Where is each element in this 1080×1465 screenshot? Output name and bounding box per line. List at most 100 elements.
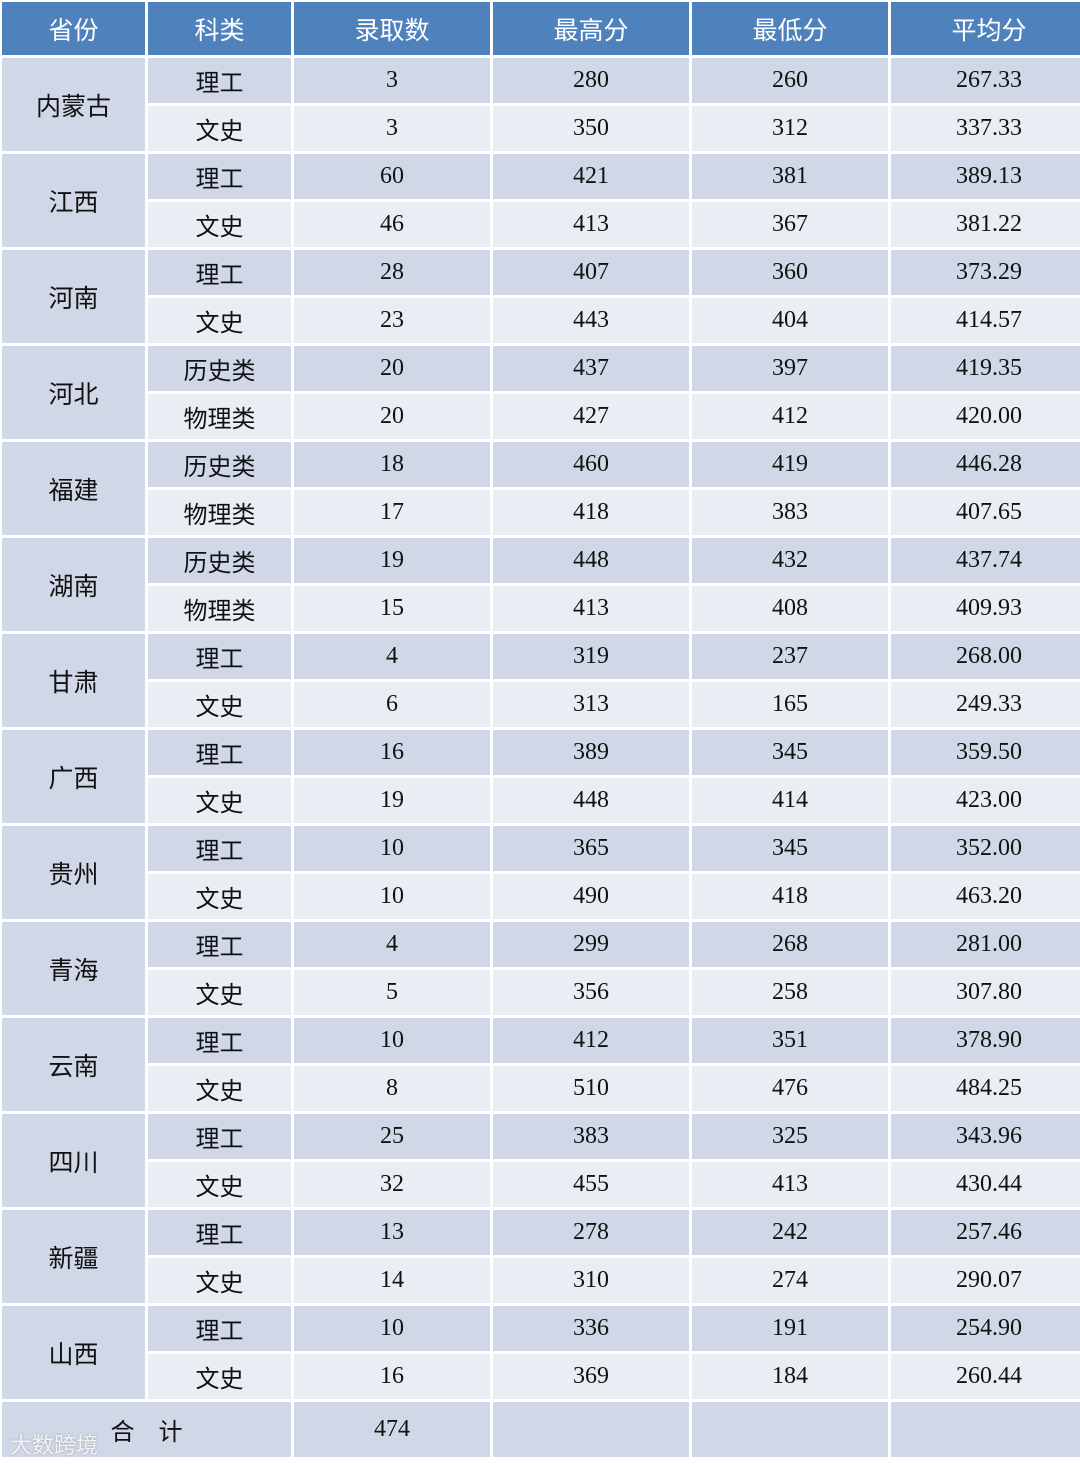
table-row: 文史 46 413 367 381.22	[2, 202, 1080, 247]
min-score-cell: 381	[692, 154, 888, 199]
admitted-cell: 15	[294, 586, 490, 631]
min-score-cell: 268	[692, 922, 888, 967]
category-cell: 文史	[148, 202, 291, 247]
min-score-cell: 351	[692, 1018, 888, 1063]
max-score-cell: 389	[493, 730, 689, 775]
watermark-logo: 大数跨境	[10, 1434, 99, 1459]
admitted-cell: 14	[294, 1258, 490, 1303]
table-row: 物理类 15 413 408 409.93	[2, 586, 1080, 631]
avg-score-cell: 337.33	[891, 106, 1080, 151]
province-cell: 江西	[2, 154, 145, 247]
admitted-cell: 19	[294, 538, 490, 583]
avg-score-cell: 352.00	[891, 826, 1080, 871]
min-score-cell: 418	[692, 874, 888, 919]
table-row: 文史 19 448 414 423.00	[2, 778, 1080, 823]
admitted-cell: 32	[294, 1162, 490, 1207]
max-score-cell: 313	[493, 682, 689, 727]
avg-score-cell: 254.90	[891, 1306, 1080, 1351]
admitted-cell: 20	[294, 394, 490, 439]
category-cell: 历史类	[148, 346, 291, 391]
avg-score-cell: 359.50	[891, 730, 1080, 775]
max-score-cell: 443	[493, 298, 689, 343]
max-score-cell: 356	[493, 970, 689, 1015]
avg-score-cell: 430.44	[891, 1162, 1080, 1207]
max-score-cell: 490	[493, 874, 689, 919]
table-row: 贵州 理工 10 365 345 352.00	[2, 826, 1080, 919]
province-cell: 甘肃	[2, 634, 145, 727]
min-score-cell: 345	[692, 826, 888, 871]
category-cell: 文史	[148, 1258, 291, 1303]
table-row: 青海 理工 4 299 268 281.00	[2, 922, 1080, 1015]
max-score-cell: 350	[493, 106, 689, 151]
table-row: 物理类 20 427 412 420.00	[2, 394, 1080, 439]
max-score-cell: 437	[493, 346, 689, 391]
table-row: 文史 32 455 413 430.44	[2, 1162, 1080, 1207]
category-cell: 理工	[148, 1018, 291, 1063]
avg-score-cell: 257.46	[891, 1210, 1080, 1255]
category-cell: 历史类	[148, 538, 291, 583]
province-cell: 青海	[2, 922, 145, 1015]
min-score-cell: 258	[692, 970, 888, 1015]
avg-score-cell: 446.28	[891, 442, 1080, 487]
min-score-cell: 476	[692, 1066, 888, 1111]
avg-score-cell: 414.57	[891, 298, 1080, 343]
max-score-cell: 278	[493, 1210, 689, 1255]
province-cell: 河北	[2, 346, 145, 439]
admitted-cell: 6	[294, 682, 490, 727]
avg-score-cell: 423.00	[891, 778, 1080, 823]
max-score-cell: 418	[493, 490, 689, 535]
min-score-cell: 345	[692, 730, 888, 775]
max-score-cell: 413	[493, 586, 689, 631]
max-score-cell: 460	[493, 442, 689, 487]
max-score-cell: 412	[493, 1018, 689, 1063]
avg-score-cell: 484.25	[891, 1066, 1080, 1111]
table-row: 文史 23 443 404 414.57	[2, 298, 1080, 343]
avg-score-cell: 267.33	[891, 58, 1080, 103]
header-row: 省份 科类 录取数 最高分 最低分 平均分	[2, 2, 1080, 55]
avg-score-cell: 420.00	[891, 394, 1080, 439]
province-cell: 福建	[2, 442, 145, 535]
category-cell: 理工	[148, 58, 291, 103]
category-cell: 文史	[148, 1162, 291, 1207]
empty-cell	[891, 1402, 1080, 1457]
min-score-cell: 404	[692, 298, 888, 343]
header-category: 科类	[148, 2, 291, 55]
avg-score-cell: 290.07	[891, 1258, 1080, 1303]
province-cell: 新疆	[2, 1210, 145, 1303]
category-cell: 理工	[148, 1114, 291, 1159]
total-count: 474	[294, 1402, 490, 1457]
province-cell: 湖南	[2, 538, 145, 631]
table-row: 湖南 历史类 19 448 432 437.74	[2, 538, 1080, 631]
table-row: 文史 10 490 418 463.20	[2, 874, 1080, 919]
header-avg-score: 平均分	[891, 2, 1080, 55]
admitted-cell: 46	[294, 202, 490, 247]
max-score-cell: 369	[493, 1354, 689, 1399]
max-score-cell: 383	[493, 1114, 689, 1159]
table-body: 内蒙古 理工 3 280 260 267.33 文史 3 350 312 337.33 江西 理工 60 4…	[2, 58, 1080, 1399]
max-score-cell: 448	[493, 778, 689, 823]
category-cell: 物理类	[148, 394, 291, 439]
avg-score-cell: 268.00	[891, 634, 1080, 679]
min-score-cell: 383	[692, 490, 888, 535]
category-cell: 历史类	[148, 442, 291, 487]
admitted-cell: 16	[294, 1354, 490, 1399]
province-cell: 广西	[2, 730, 145, 823]
avg-score-cell: 407.65	[891, 490, 1080, 535]
max-score-cell: 427	[493, 394, 689, 439]
category-cell: 文史	[148, 1354, 291, 1399]
admitted-cell: 13	[294, 1210, 490, 1255]
category-cell: 理工	[148, 922, 291, 967]
max-score-cell: 280	[493, 58, 689, 103]
max-score-cell: 365	[493, 826, 689, 871]
min-score-cell: 237	[692, 634, 888, 679]
category-cell: 理工	[148, 730, 291, 775]
category-cell: 文史	[148, 298, 291, 343]
avg-score-cell: 419.35	[891, 346, 1080, 391]
admitted-cell: 10	[294, 874, 490, 919]
avg-score-cell: 373.29	[891, 250, 1080, 295]
min-score-cell: 360	[692, 250, 888, 295]
category-cell: 文史	[148, 682, 291, 727]
province-cell: 河南	[2, 250, 145, 343]
table-row: 四川 理工 25 383 325 343.96	[2, 1114, 1080, 1207]
